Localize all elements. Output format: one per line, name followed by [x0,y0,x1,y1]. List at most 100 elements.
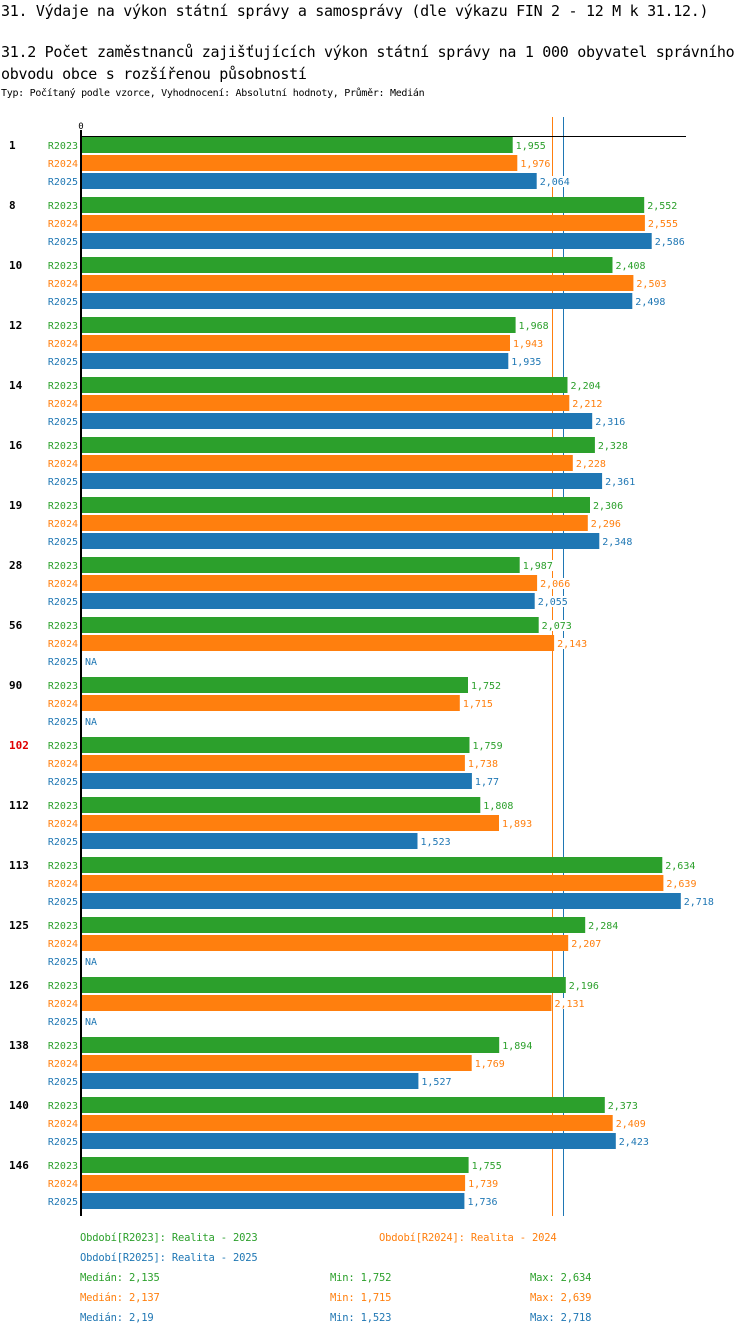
value-label: 1,77 [475,777,499,788]
value-label: 2,423 [619,1137,649,1148]
category-label: 28 [9,559,22,572]
series-label: R2024 [48,519,78,530]
value-label-bg [588,920,619,931]
bar-r2024 [82,875,664,891]
bar-r2025 [82,1193,465,1209]
value-label: 2,064 [540,177,570,188]
series-label: R2025 [48,1017,78,1028]
value-label-bg [597,440,629,451]
value-label-bg [421,1076,452,1087]
series-label: R2025 [48,897,78,908]
bar-r2023 [82,677,468,693]
value-label: 2,055 [538,597,568,608]
value-label-bg [602,536,633,547]
stat-median-r2024: Medián: 2,137 [80,1292,160,1304]
series-label: R2025 [48,1137,78,1148]
value-label-bg [635,296,666,307]
value-label-bg [462,698,494,709]
value-label: 1,752 [471,681,501,692]
value-label: 2,503 [636,279,666,290]
value-label: 2,409 [616,1119,646,1130]
category-label: 14 [9,379,23,392]
series-label: R2025 [48,297,78,308]
series-label: R2025 [48,717,78,728]
series-label: R2024 [48,1059,78,1070]
series-label: R2025 [48,837,78,848]
series-label: R2024 [48,339,78,350]
bar-r2025 [82,1073,419,1089]
category-label: 56 [9,619,23,632]
series-label: R2023 [48,501,78,512]
series-label: R2024 [48,219,78,230]
value-label: 1,715 [463,699,493,710]
value-label-bg [557,638,588,649]
value-label-bg [595,416,626,427]
value-label-bg [85,716,98,727]
value-label-bg [85,956,98,967]
series-label: R2025 [48,417,78,428]
category-label: 90 [9,679,22,692]
value-label-bg [483,800,514,811]
series-label: R2024 [48,939,78,950]
legend-entry-r2023: Období[R2023]: Realita - 2023 [80,1232,258,1244]
value-label: 2,348 [602,537,632,548]
bar-r2024 [82,695,460,711]
bar-r2024 [82,935,569,951]
series-label: R2023 [48,381,78,392]
value-label-bg [647,218,679,229]
value-label: 2,228 [576,459,606,470]
series-label: R2023 [48,1041,78,1052]
stat-median-r2025: Medián: 2,19 [80,1312,154,1324]
bar-r2025 [82,473,603,489]
value-label-bg [570,380,602,391]
category-label: 140 [9,1099,29,1112]
series-label: R2025 [48,237,78,248]
x-tick-label: 0 [78,122,83,132]
value-label: 2,373 [608,1101,638,1112]
bar-r2024 [82,155,518,171]
value-label: 1,955 [516,141,546,152]
bars [82,137,681,1209]
value-label: NA [85,957,97,968]
value-label-bg [593,500,624,511]
value-label: 2,639 [666,879,696,890]
value-label-bg [502,1040,533,1051]
series-label: R2024 [48,579,78,590]
value-label: 2,284 [588,921,618,932]
value-label: 2,718 [684,897,714,908]
value-label-bg [522,560,554,571]
value-label: 1,759 [473,741,503,752]
series-label: R2025 [48,1197,78,1208]
value-label: 2,212 [572,399,602,410]
value-label-bg [541,620,573,631]
value-label: 2,196 [569,981,599,992]
category-label: 19 [9,499,22,512]
value-label: 1,808 [483,801,513,812]
value-label: 2,131 [554,999,584,1010]
value-label: 1,769 [475,1059,505,1070]
bar-r2023 [82,917,586,933]
value-label-bg [572,398,603,409]
value-label: 2,306 [593,501,623,512]
bar-r2025 [82,1133,616,1149]
value-label-bg [85,656,98,667]
series-label: R2025 [48,477,78,488]
series-label: R2024 [48,1179,78,1190]
series-label: R2023 [48,621,78,632]
value-label-bg [607,1100,639,1111]
bar-r2024 [82,1115,613,1131]
value-label-bg [683,896,715,907]
chart-info: Typ: Počítaný podle vzorce, Vyhodnocení:… [1,88,425,99]
value-label-bg [467,758,499,769]
value-label: 2,316 [595,417,625,428]
bar-r2025 [82,593,535,609]
bar-r2023 [82,557,520,573]
series-label: R2023 [48,1161,78,1172]
value-label: 2,143 [557,639,587,650]
value-label-bg [420,836,452,847]
category-label: 146 [9,1159,29,1172]
value-label-bg [665,860,696,871]
value-label: 2,296 [591,519,621,530]
category-label: 10 [9,259,22,272]
bar-r2024 [82,575,538,591]
